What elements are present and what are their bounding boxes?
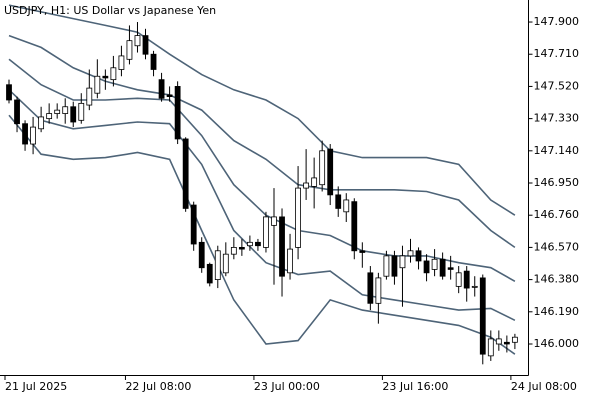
y-tick-label: 146.950 xyxy=(534,176,580,189)
y-tick-label: 146.190 xyxy=(534,305,580,318)
candle-body xyxy=(190,204,197,245)
candle-body xyxy=(311,177,318,187)
candle-body xyxy=(295,187,301,248)
candle-body xyxy=(335,194,342,209)
candle-body xyxy=(206,263,213,284)
band-line xyxy=(8,114,516,355)
candle-body xyxy=(174,86,181,140)
candle-body xyxy=(110,67,117,81)
candle-body xyxy=(142,35,149,55)
band-line xyxy=(8,4,516,216)
candle-body xyxy=(182,138,189,209)
x-tick-label: 23 Jul 16:00 xyxy=(382,380,448,393)
candle-body xyxy=(487,338,494,357)
candle-body xyxy=(415,250,422,262)
candle-body xyxy=(198,241,205,269)
candle-body xyxy=(255,241,261,247)
candle-body xyxy=(503,341,510,345)
candle-body xyxy=(46,113,53,120)
candle-body xyxy=(319,150,326,186)
y-tick-label: 147.900 xyxy=(534,15,580,28)
candle-body xyxy=(407,250,414,257)
candle-body xyxy=(479,277,486,355)
x-tick-label: 24 Jul 08:00 xyxy=(511,380,577,393)
y-tick-label: 147.330 xyxy=(534,112,580,125)
y-tick-label: 146.000 xyxy=(534,337,580,350)
candle-body xyxy=(6,84,12,101)
candle-body xyxy=(102,75,109,79)
candle-body xyxy=(495,338,502,345)
candle-body xyxy=(54,109,61,114)
candle-body xyxy=(246,241,253,247)
candle-body xyxy=(263,216,269,248)
candle-body xyxy=(303,182,310,189)
candle-body xyxy=(359,250,366,253)
candle-body xyxy=(166,94,173,97)
y-tick-label: 146.570 xyxy=(534,240,580,253)
candle-body xyxy=(399,255,406,269)
candle-body xyxy=(431,258,438,270)
candle-body xyxy=(238,247,245,250)
candle-body xyxy=(30,126,36,145)
plot-area xyxy=(6,4,518,365)
candle-body xyxy=(327,148,334,196)
y-tick-label: 147.520 xyxy=(534,79,580,92)
candle-body xyxy=(423,260,430,274)
candle-body xyxy=(271,216,277,226)
candle-body xyxy=(118,55,125,70)
candle-body xyxy=(158,79,165,99)
candle-body xyxy=(214,250,221,280)
candle-body xyxy=(279,216,285,277)
x-tick-label: 22 Jul 08:00 xyxy=(125,380,191,393)
candle-body xyxy=(22,123,28,145)
candle-body xyxy=(375,277,382,304)
candle-body xyxy=(134,35,141,47)
candle-body xyxy=(86,87,93,106)
y-tick-label: 147.710 xyxy=(534,47,580,60)
y-tick-label: 146.380 xyxy=(534,273,580,286)
candle-body xyxy=(287,248,293,274)
candle-body xyxy=(471,285,478,288)
y-tick-label: 147.140 xyxy=(534,144,580,157)
candle-body xyxy=(38,116,45,130)
candle-body xyxy=(447,267,454,270)
candle-body xyxy=(391,255,398,277)
candle-body xyxy=(94,75,101,94)
chart-title: USDJPY, H1: US Dollar vs Japanese Yen xyxy=(4,4,216,17)
candle-body xyxy=(222,253,229,274)
candle-body xyxy=(150,53,157,70)
x-tick-label: 21 Jul 2025 xyxy=(5,380,67,393)
candle-body xyxy=(351,201,358,252)
candle-body xyxy=(230,247,237,255)
x-tick-label: 23 Jul 00:00 xyxy=(254,380,320,393)
candle-body xyxy=(455,272,462,287)
candle-body xyxy=(14,99,20,125)
candle-body xyxy=(343,199,350,213)
candle-body xyxy=(367,272,374,304)
candle-body xyxy=(463,270,470,289)
candle-body xyxy=(62,106,69,114)
candle-body xyxy=(78,102,85,121)
candle-body xyxy=(511,336,518,343)
candle-body xyxy=(383,255,390,277)
candle-body xyxy=(70,106,77,123)
candle-body xyxy=(439,258,446,277)
candle-body xyxy=(126,40,133,60)
y-tick-label: 146.760 xyxy=(534,208,580,221)
band-line xyxy=(8,89,516,322)
